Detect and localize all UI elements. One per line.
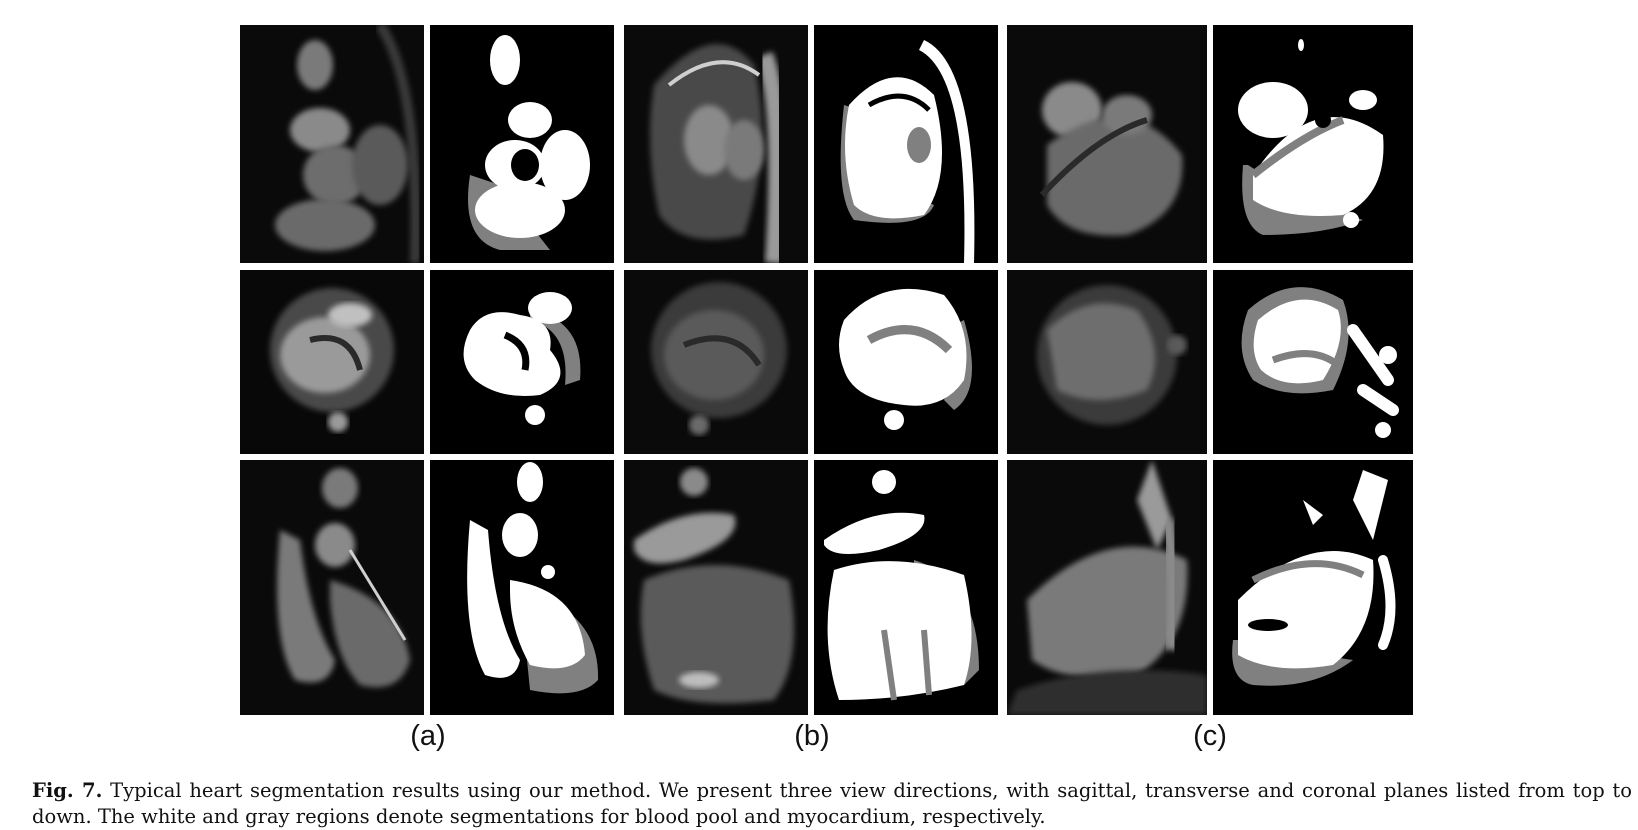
caption-text: Typical heart segmentation results using…: [32, 779, 1632, 828]
figure-caption: Fig. 7. Typical heart segmentation resul…: [32, 778, 1632, 830]
mri-b-coronal: [624, 460, 808, 715]
mri-b-sagittal: [624, 25, 808, 263]
seg-c-coronal: [1213, 460, 1413, 715]
mri-a-transverse: [240, 270, 424, 454]
mri-c-coronal: [1007, 460, 1207, 715]
seg-c-transverse: [1213, 270, 1413, 454]
seg-a-coronal: [430, 460, 614, 715]
seg-a-transverse: [430, 270, 614, 454]
seg-b-transverse: [814, 270, 998, 454]
panel-label-c: (c): [1193, 720, 1227, 752]
seg-b-sagittal: [814, 25, 998, 263]
seg-c-sagittal: [1213, 25, 1413, 263]
seg-b-coronal: [814, 460, 998, 715]
seg-a-sagittal: [430, 25, 614, 263]
mri-b-transverse: [624, 270, 808, 454]
panel-label-b: (b): [794, 720, 830, 752]
mri-c-transverse: [1007, 270, 1207, 454]
mri-a-coronal: [240, 460, 424, 715]
mri-c-sagittal: [1007, 25, 1207, 263]
panel-label-a: (a): [410, 720, 446, 752]
mri-a-sagittal: [240, 25, 424, 263]
caption-label: Fig. 7.: [32, 779, 103, 802]
